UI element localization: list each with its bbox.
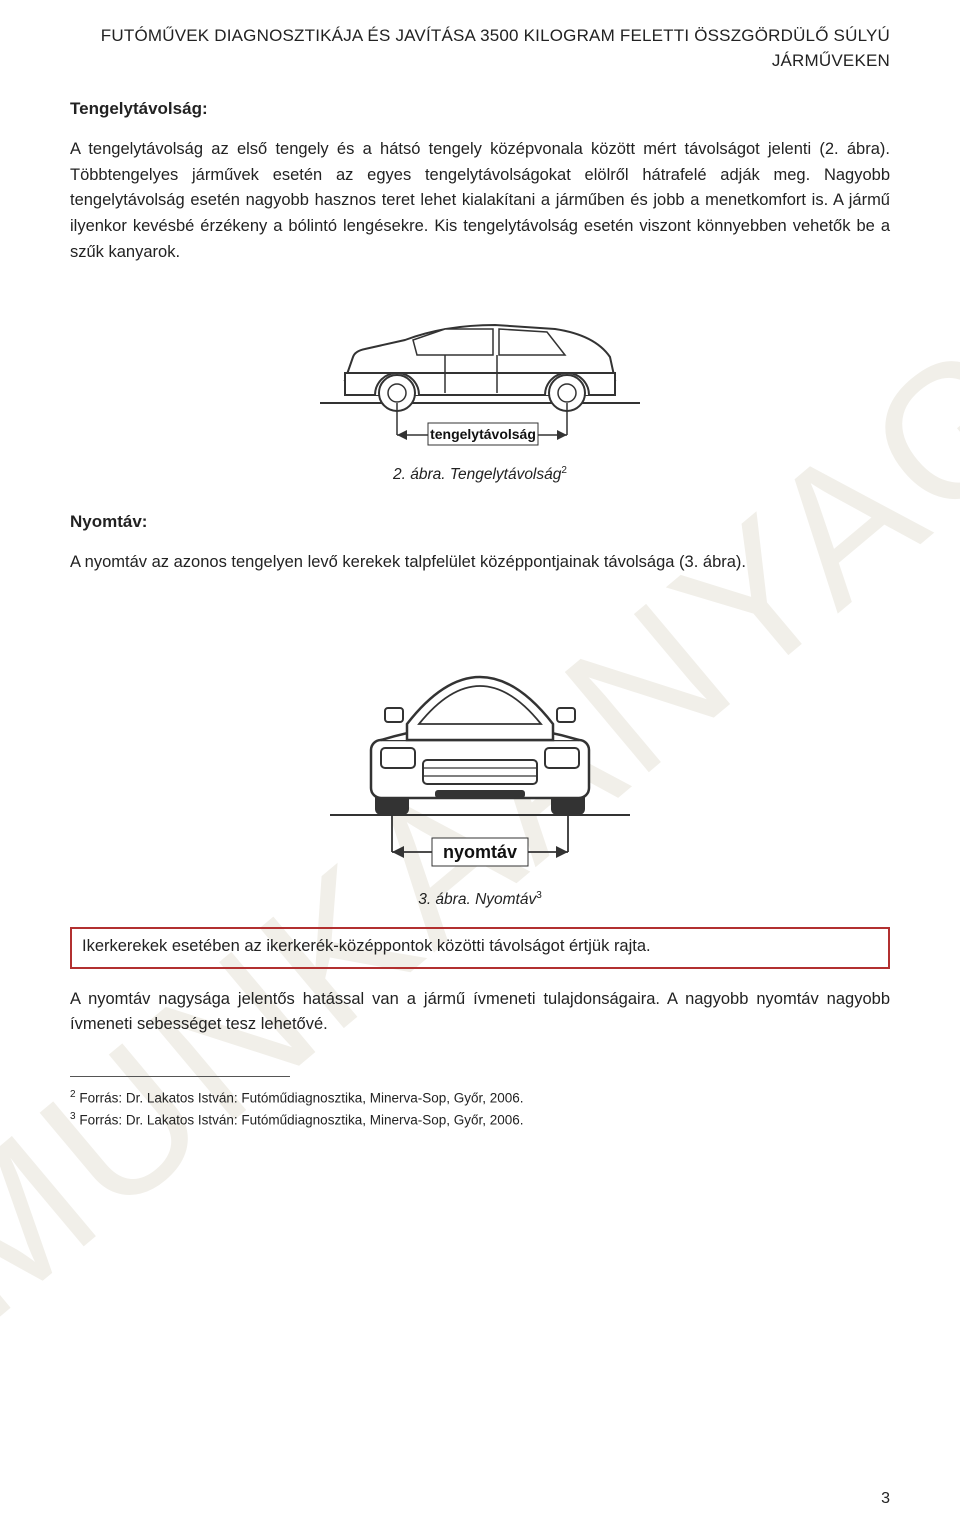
car-front-svg: nyomtáv [315,590,645,880]
figure-wheelbase: tengelytávolság [70,285,890,455]
figure2-dim-label: nyomtáv [443,842,517,862]
heading-nyomtav: Nyomtáv: [70,512,890,532]
running-header: FUTÓMŰVEK DIAGNOSZTIKÁJA ÉS JAVÍTÁSA 350… [70,24,890,73]
footnote-3-mark: 3 [70,1111,76,1122]
figure2-caption-text: 3. ábra. Nyomtáv [418,891,536,908]
figure2-caption: 3. ábra. Nyomtáv3 [70,890,890,909]
heading-tengelytavolsag: Tengelytávolság: [70,99,890,119]
footnote-2-text: Forrás: Dr. Lakatos István: Futóműdiagno… [79,1091,523,1106]
header-line-2: JÁRMŰVEKEN [772,51,890,70]
footnote-3-text: Forrás: Dr. Lakatos István: Futóműdiagno… [79,1113,523,1128]
figure1-footnote-mark: 2 [561,465,567,476]
paragraph-tengelytavolsag: A tengelytávolság az első tengely és a h… [70,137,890,265]
header-line-1: FUTÓMŰVEK DIAGNOSZTIKÁJA ÉS JAVÍTÁSA 350… [101,26,890,45]
figure1-dim-label: tengelytávolság [430,426,536,442]
footnotes: 2 Forrás: Dr. Lakatos István: Futóműdiag… [70,1087,890,1131]
footnote-2: 2 Forrás: Dr. Lakatos István: Futóműdiag… [70,1087,890,1109]
page-number: 3 [881,1490,890,1508]
footnote-separator [70,1076,290,1077]
highlight-box: Ikerkerekek esetében az ikerkerék-középp… [70,927,890,969]
figure1-caption-text: 2. ábra. Tengelytávolság [393,466,561,483]
footnote-3: 3 Forrás: Dr. Lakatos István: Futóműdiag… [70,1109,890,1131]
car-side-svg: tengelytávolság [295,285,665,455]
figure-track: nyomtáv [70,590,890,880]
highlight-text: Ikerkerekek esetében az ikerkerék-középp… [82,937,651,955]
paragraph-nyomtav: A nyomtáv az azonos tengelyen levő kerek… [70,550,890,576]
closing-paragraph: A nyomtáv nagysága jelentős hatással van… [70,987,890,1038]
figure2-footnote-mark: 3 [536,890,542,901]
footnote-2-mark: 2 [70,1089,76,1100]
content: FUTÓMŰVEK DIAGNOSZTIKÁJA ÉS JAVÍTÁSA 350… [70,24,890,1131]
figure1-caption: 2. ábra. Tengelytávolság2 [70,465,890,484]
page: MUNKAANYAG FUTÓMŰVEK DIAGNOSZTIKÁJA ÉS J… [0,0,960,1536]
